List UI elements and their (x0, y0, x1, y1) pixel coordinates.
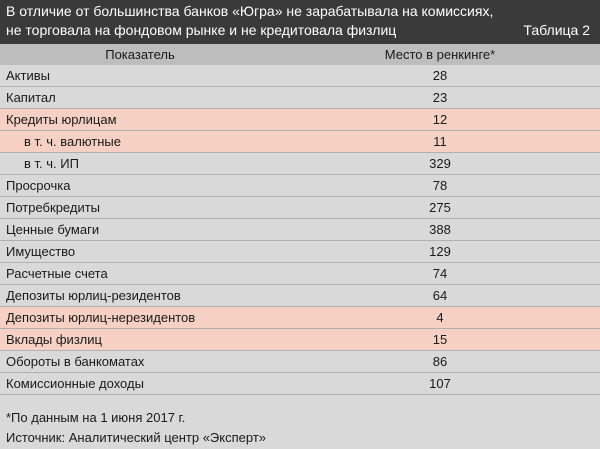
table-row: Потребкредиты 275 (0, 197, 600, 219)
row-indicator-name: Обороты в банкоматах (6, 354, 145, 369)
row-rank-value: 388 (429, 222, 451, 237)
row-rank-value: 23 (432, 90, 448, 105)
row-rank-value: 15 (432, 332, 448, 347)
row-indicator-name: в т. ч. валютные (24, 134, 121, 149)
row-indicator-name: Кредиты юрлицам (6, 112, 117, 127)
table-row: Просрочка 78 (0, 175, 600, 197)
row-rank-value: 28 (432, 68, 448, 83)
table-row: Кредиты юрлицам 12 (0, 109, 600, 131)
row-rank-value: 64 (432, 288, 448, 303)
row-rank-value: 329 (429, 156, 451, 171)
row-indicator-name: в т. ч. ИП (24, 156, 79, 171)
table-row: в т. ч. ИП 329 (0, 153, 600, 175)
row-indicator-name: Потребкредиты (6, 200, 101, 215)
footnote: *По данным на 1 июня 2017 г. (6, 410, 186, 425)
row-indicator-name: Депозиты юрлиц-нерезидентов (6, 310, 196, 325)
table-row: Активы 28 (0, 65, 600, 87)
column-header-row: Показатель Место в ренкинге* (0, 44, 600, 65)
row-rank-value: 275 (429, 200, 451, 215)
row-rank-value: 86 (432, 354, 448, 369)
row-indicator-name: Капитал (6, 90, 56, 105)
row-indicator-name: Комиссионные доходы (6, 376, 144, 391)
column-header-rank: Место в ренкинге* (384, 47, 496, 62)
row-indicator-name: Расчетные счета (6, 266, 108, 281)
table-body: Активы 28 Капитал 23 Кредиты юрлицам 12 в т. ч… (0, 65, 600, 395)
row-rank-value: 4 (436, 310, 444, 325)
title-line-1: В отличие от большинства банков «Югра» н… (6, 3, 494, 19)
row-indicator-name: Просрочка (6, 178, 71, 193)
table-row: Имущество 129 (0, 241, 600, 263)
source-note: Источник: Аналитический центр «Эксперт» (6, 430, 266, 445)
row-rank-value: 11 (433, 134, 447, 149)
row-rank-value: 78 (432, 178, 448, 193)
table-row: Капитал 23 (0, 87, 600, 109)
column-header-indicator: Показатель (105, 47, 175, 62)
row-indicator-name: Имущество (6, 244, 76, 259)
title-line-2: не торговала на фондовом рынке и не кред… (6, 22, 397, 38)
row-rank-value: 74 (432, 266, 448, 281)
table-row: Депозиты юрлиц-резидентов 64 (0, 285, 600, 307)
row-indicator-name: Депозиты юрлиц-резидентов (6, 288, 181, 303)
row-indicator-name: Ценные бумаги (6, 222, 100, 237)
row-rank-value: 12 (432, 112, 448, 127)
table-header-bar: В отличие от большинства банков «Югра» н… (0, 0, 600, 44)
row-indicator-name: Вклады физлиц (6, 332, 102, 347)
row-indicator-name: Активы (6, 68, 50, 83)
row-rank-value: 129 (429, 244, 451, 259)
table-row: Ценные бумаги 388 (0, 219, 600, 241)
table-number-label: Таблица 2 (523, 22, 590, 38)
row-rank-value: 107 (429, 376, 451, 391)
table-row: Комиссионные доходы 107 (0, 373, 600, 395)
table-row: Расчетные счета 74 (0, 263, 600, 285)
table-row: в т. ч. валютные 11 (0, 131, 600, 153)
table-row: Вклады физлиц 15 (0, 329, 600, 351)
table-row: Депозиты юрлиц-нерезидентов 4 (0, 307, 600, 329)
table-row: Обороты в банкоматах 86 (0, 351, 600, 373)
